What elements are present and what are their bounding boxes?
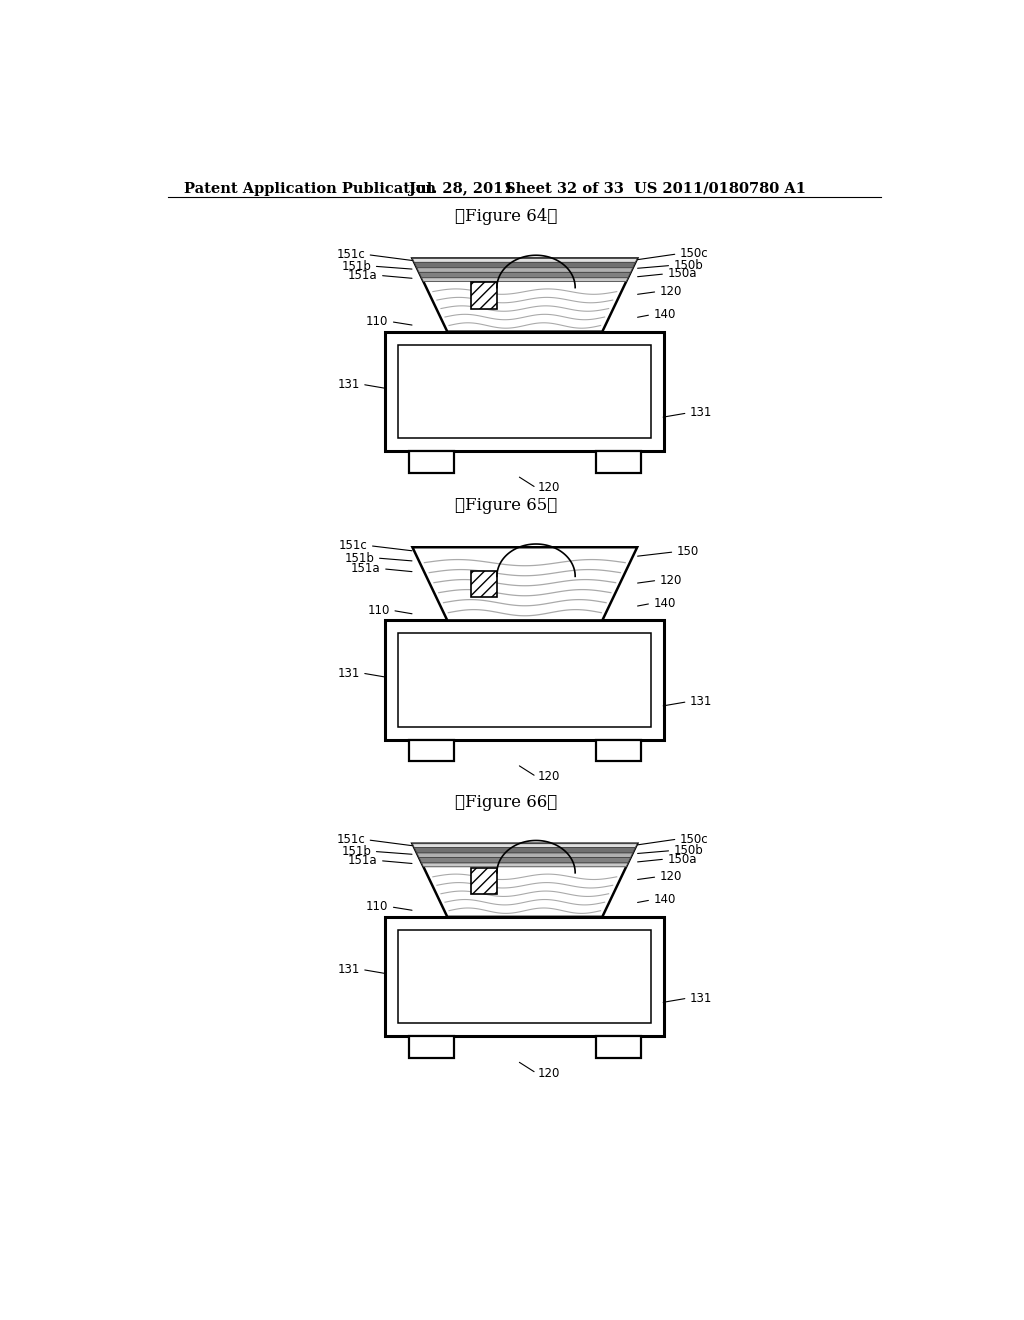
Text: 150b: 150b [674,843,703,857]
Text: 131: 131 [690,407,713,420]
Text: 140: 140 [653,308,676,321]
Text: 110: 110 [366,900,388,913]
Text: 150b: 150b [674,259,703,272]
Text: 131: 131 [337,667,359,680]
Bar [469,309,511,331]
Bar [554,894,597,917]
Bar [409,1036,454,1057]
Text: 151a: 151a [351,562,381,576]
Bar [409,451,454,473]
Bar [596,451,641,473]
Text: 150a: 150a [668,853,697,866]
Polygon shape [419,858,631,863]
Text: 150c: 150c [680,247,709,260]
Text: Sheet 32 of 33: Sheet 32 of 33 [506,182,625,195]
Text: 131: 131 [337,378,359,391]
Polygon shape [413,843,637,847]
Bar [471,282,497,309]
Polygon shape [419,272,631,277]
Bar [398,345,651,438]
Text: 【Figure 64】: 【Figure 64】 [455,209,557,226]
Bar [554,597,597,620]
Text: 131: 131 [690,991,713,1005]
Text: 140: 140 [653,894,676,907]
Text: 150a: 150a [668,268,697,280]
Text: 151c: 151c [337,248,366,261]
Text: 151a: 151a [348,854,378,867]
Text: 150: 150 [677,545,699,558]
Polygon shape [415,847,635,853]
Bar [385,917,665,1036]
Polygon shape [415,263,635,268]
Text: Jul. 28, 2011: Jul. 28, 2011 [410,182,514,195]
Bar [596,1036,641,1057]
Text: 151b: 151b [344,552,375,565]
Polygon shape [413,843,637,917]
Bar [385,620,665,739]
Text: 110: 110 [366,315,388,329]
Bar [398,929,651,1023]
Text: 151c: 151c [337,833,366,846]
Text: 140: 140 [653,597,676,610]
Bar [385,331,665,451]
Text: 120: 120 [659,285,682,298]
Bar [596,739,641,762]
Text: 120: 120 [538,482,560,495]
Bar [398,634,651,726]
Text: 131: 131 [690,696,713,709]
Text: 150c: 150c [680,833,709,846]
Text: 120: 120 [538,770,560,783]
Bar [471,572,497,598]
Text: 151b: 151b [341,260,372,273]
Text: US 2011/0180780 A1: US 2011/0180780 A1 [634,182,806,195]
Text: 【Figure 65】: 【Figure 65】 [455,498,557,515]
Text: 151c: 151c [339,539,368,552]
Bar [469,597,511,620]
Text: 131: 131 [337,964,359,975]
Polygon shape [413,259,637,263]
Bar [471,867,497,894]
Text: 120: 120 [659,574,682,587]
Bar [554,309,597,331]
Polygon shape [417,853,633,858]
Polygon shape [422,277,628,281]
Text: 151b: 151b [341,845,372,858]
Polygon shape [417,268,633,272]
Bar [469,894,511,917]
Bar [409,739,454,762]
Polygon shape [422,863,628,867]
Text: 151a: 151a [348,269,378,282]
Text: 【Figure 66】: 【Figure 66】 [455,793,557,810]
Text: 120: 120 [538,1067,560,1080]
Text: 110: 110 [368,603,390,616]
Text: 120: 120 [659,870,682,883]
Polygon shape [413,548,637,620]
Text: Patent Application Publication: Patent Application Publication [183,182,436,195]
Polygon shape [413,259,637,331]
